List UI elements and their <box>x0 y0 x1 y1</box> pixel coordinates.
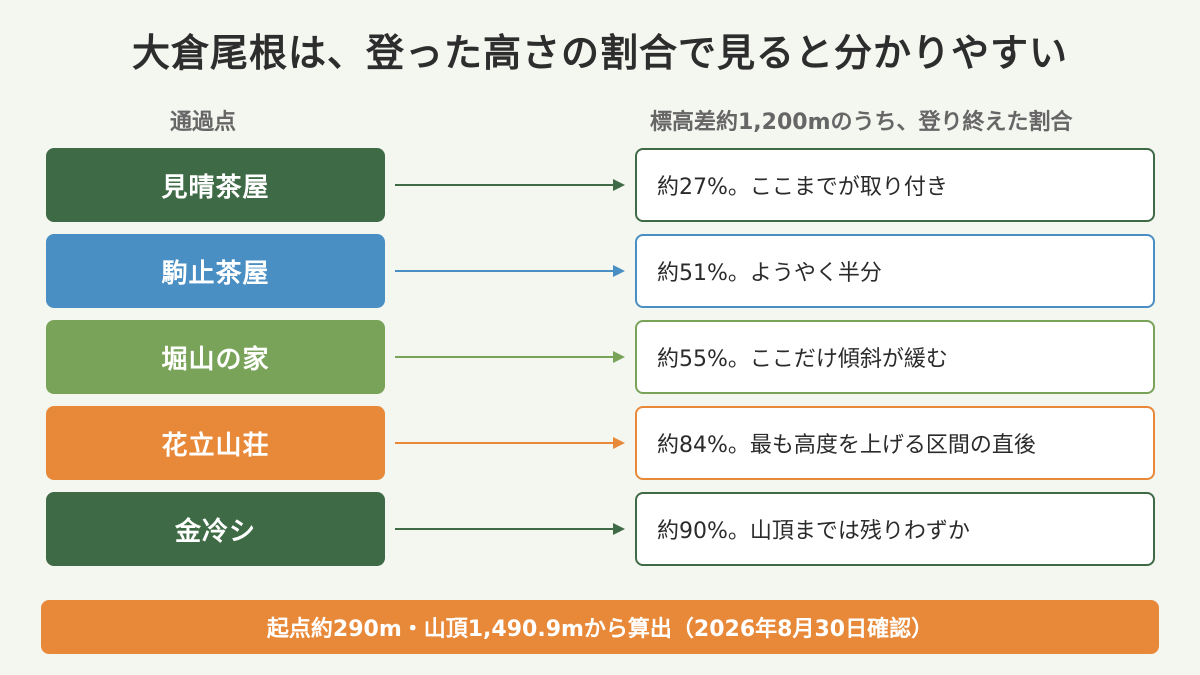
arrow-icon <box>395 437 625 449</box>
arrow-icon <box>395 523 625 535</box>
point-box: 金冷シ <box>46 492 385 566</box>
footer-note: 起点約290m・山頂1,490.9mから算出（2026年8月30日確認） <box>41 600 1159 654</box>
point-box: 駒止茶屋 <box>46 234 385 308</box>
ratio-box: 約27%。ここまでが取り付き <box>635 148 1155 222</box>
arrow-icon <box>395 265 625 277</box>
column-header-points: 通過点 <box>170 110 237 135</box>
ratio-box: 約51%。ようやく半分 <box>635 234 1155 308</box>
point-box: 見晴茶屋 <box>46 148 385 222</box>
row-4: 金冷シ 約90%。山頂までは残りわずか <box>0 492 1200 566</box>
page-title: 大倉尾根は、登った高さの割合で見ると分かりやすい <box>131 31 1068 75</box>
point-box: 堀山の家 <box>46 320 385 394</box>
point-box: 花立山荘 <box>46 406 385 480</box>
row-0: 見晴茶屋 約27%。ここまでが取り付き <box>0 148 1200 222</box>
row-3: 花立山荘 約84%。最も高度を上げる区間の直後 <box>0 406 1200 480</box>
row-1: 駒止茶屋 約51%。ようやく半分 <box>0 234 1200 308</box>
ratio-box: 約90%。山頂までは残りわずか <box>635 492 1155 566</box>
arrow-icon <box>395 179 625 191</box>
column-header-ratio: 標高差約1,200mのうち、登り終えた割合 <box>650 110 1073 135</box>
ratio-box: 約84%。最も高度を上げる区間の直後 <box>635 406 1155 480</box>
row-2: 堀山の家 約55%。ここだけ傾斜が緩む <box>0 320 1200 394</box>
ratio-box: 約55%。ここだけ傾斜が緩む <box>635 320 1155 394</box>
arrow-icon <box>395 351 625 363</box>
